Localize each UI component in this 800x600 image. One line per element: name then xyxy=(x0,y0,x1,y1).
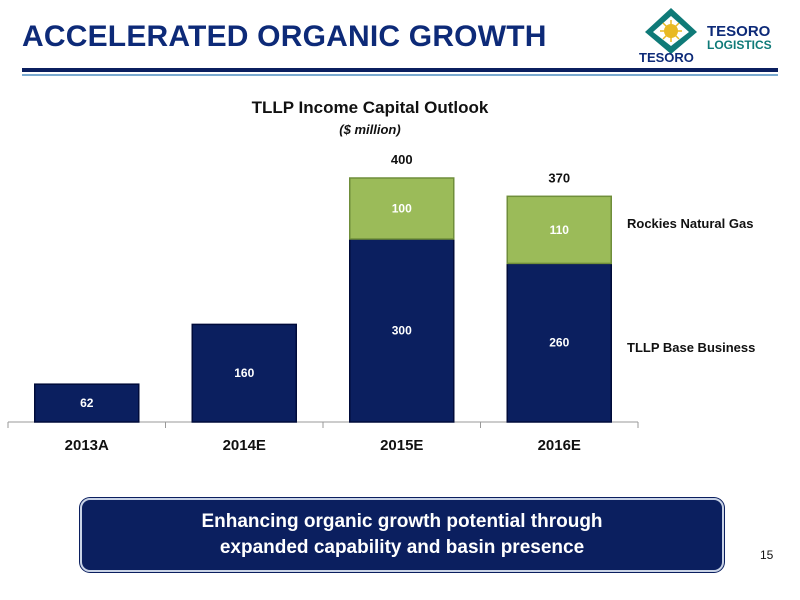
x-tick-label: 2013A xyxy=(65,437,109,454)
bar-data-label: 62 xyxy=(80,396,94,410)
bar-data-label: 300 xyxy=(392,324,412,338)
chart-subtitle: ($ million) xyxy=(339,122,401,137)
bar-data-label: 100 xyxy=(392,202,412,216)
banner-line-1: Enhancing organic growth potential throu… xyxy=(201,511,603,532)
title-rule-accent xyxy=(22,74,778,76)
bar-base-business xyxy=(34,383,140,423)
x-tick-label: 2014E xyxy=(223,437,266,454)
bar-base-business xyxy=(506,262,612,423)
summary-banner: Enhancing organic growth potential throu… xyxy=(80,498,724,572)
bar-rockies-gas xyxy=(506,195,612,265)
capital-outlook-chart: TLLP Income Capital Outlook ($ million) … xyxy=(0,90,800,470)
chart-title: TLLP Income Capital Outlook xyxy=(251,98,489,117)
x-tick-label: 2016E xyxy=(538,437,581,454)
bar-data-label: 260 xyxy=(549,336,569,350)
bar-total-label: 370 xyxy=(548,170,570,185)
tesoro-diamond-icon xyxy=(645,8,697,54)
bar-rockies-gas xyxy=(349,177,455,240)
slide-title: ACCELERATED ORGANIC GROWTH xyxy=(22,20,547,53)
bar-base-business xyxy=(349,238,455,423)
legend-label: TLLP Base Business xyxy=(627,340,755,355)
bar-data-label: 110 xyxy=(550,223,570,237)
legend-label: Rockies Natural Gas xyxy=(627,216,753,231)
chart-plot: 62 2013A 160 2014E 300 100 400 2015E 260 110 370 20… xyxy=(7,152,755,454)
tesoro-logo: TESORO TESORO LOGISTICS xyxy=(635,6,795,66)
page-number: 15 xyxy=(760,548,774,562)
bar-total-label: 400 xyxy=(391,152,413,167)
bar-data-label: 160 xyxy=(234,366,254,380)
banner-line-2: expanded capability and basin presence xyxy=(219,537,585,558)
logo-brand-top: TESORO xyxy=(707,23,771,40)
bar-base-business xyxy=(191,323,297,423)
logo-brand-main: TESORO xyxy=(639,50,694,65)
logo-brand-sub: LOGISTICS xyxy=(707,38,772,52)
title-rule xyxy=(22,68,778,72)
x-tick-label: 2015E xyxy=(380,437,423,454)
